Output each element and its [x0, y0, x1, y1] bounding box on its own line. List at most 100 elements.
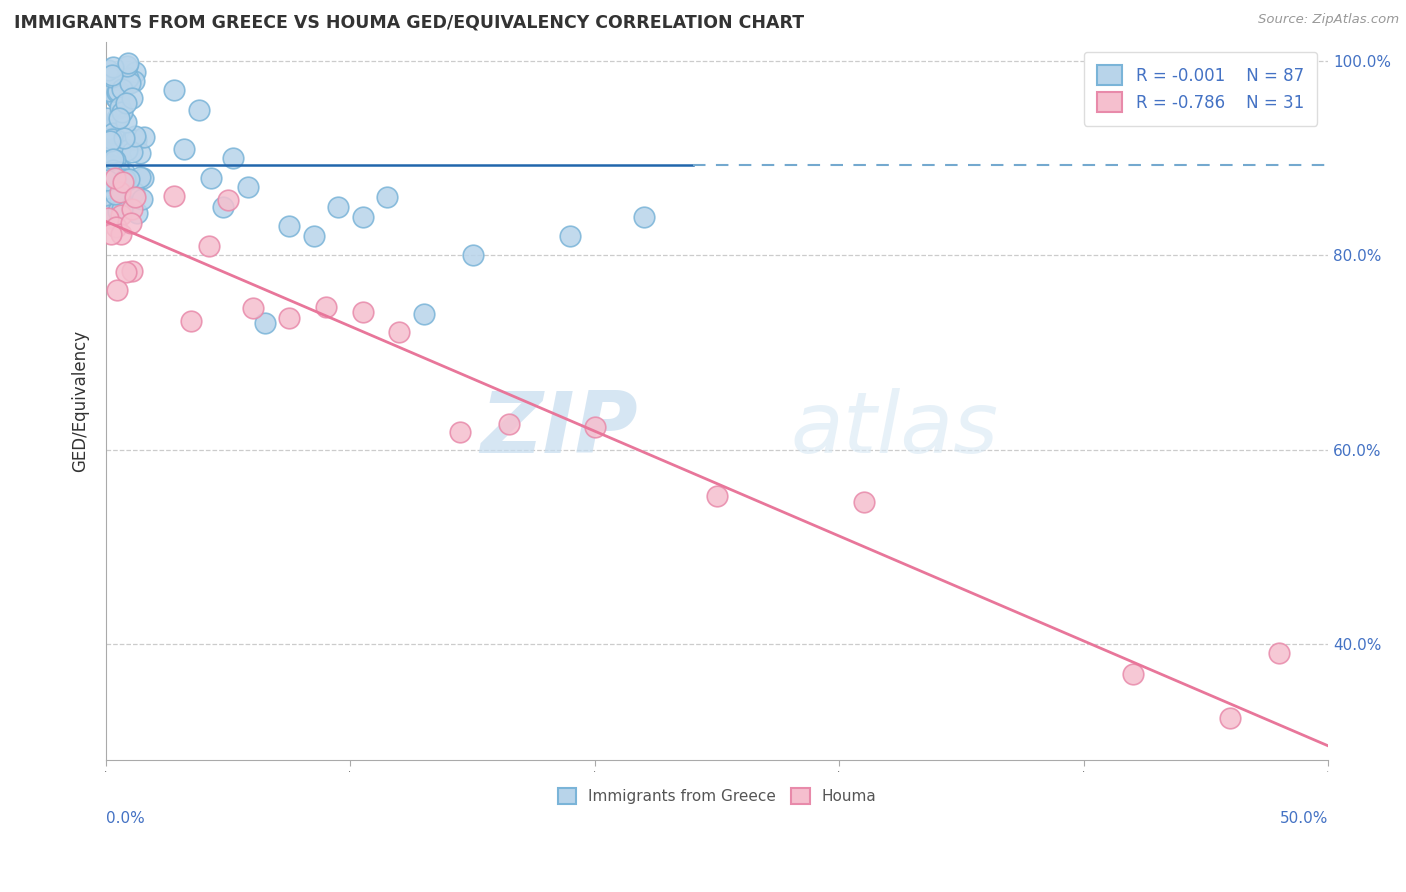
Point — [103, 126, 125, 140]
Point — [125, 205, 148, 219]
Point — [107, 89, 129, 103]
Point — [104, 91, 127, 105]
Text: 50.0%: 50.0% — [1279, 811, 1329, 826]
Point — [315, 301, 337, 315]
Point — [98, 175, 121, 189]
Point — [242, 301, 264, 316]
Point — [107, 160, 129, 174]
Point — [163, 189, 186, 203]
Point — [115, 265, 138, 279]
Point — [97, 122, 120, 136]
Point — [124, 128, 146, 143]
Point — [498, 417, 520, 432]
Point — [110, 193, 132, 207]
Point — [101, 69, 124, 83]
Point — [129, 170, 152, 185]
Point — [633, 210, 655, 224]
Point — [131, 193, 153, 207]
Point — [105, 283, 128, 297]
Text: atlas: atlas — [790, 388, 998, 471]
Point — [111, 82, 134, 96]
Point — [105, 219, 128, 234]
Point — [115, 59, 138, 73]
Point — [122, 74, 145, 88]
Point — [110, 191, 132, 205]
Point — [124, 65, 146, 79]
Point — [114, 96, 136, 111]
Point — [125, 133, 148, 147]
Legend: Immigrants from Greece, Houma: Immigrants from Greece, Houma — [551, 782, 883, 810]
Point — [187, 103, 209, 117]
Point — [104, 153, 127, 167]
Point — [128, 145, 150, 160]
Point — [96, 172, 118, 186]
Point — [112, 164, 135, 178]
Point — [101, 166, 124, 180]
Point — [104, 130, 127, 145]
Point — [111, 202, 134, 216]
Point — [121, 91, 143, 105]
Point — [278, 310, 301, 325]
Point — [1122, 667, 1144, 681]
Point — [100, 128, 122, 143]
Point — [121, 264, 143, 278]
Point — [108, 100, 131, 114]
Point — [326, 200, 349, 214]
Point — [108, 185, 131, 199]
Point — [101, 197, 124, 211]
Point — [110, 227, 132, 241]
Point — [1219, 711, 1241, 725]
Point — [352, 210, 374, 224]
Point — [105, 92, 128, 106]
Point — [97, 211, 120, 225]
Point — [100, 69, 122, 83]
Point — [98, 157, 121, 171]
Point — [100, 227, 122, 242]
Point — [97, 63, 120, 78]
Point — [412, 307, 434, 321]
Point — [111, 105, 134, 120]
Point — [104, 170, 127, 185]
Point — [388, 325, 411, 339]
Point — [1268, 646, 1291, 660]
Point — [98, 84, 121, 98]
Point — [180, 314, 202, 328]
Point — [212, 200, 235, 214]
Point — [104, 204, 127, 219]
Point — [118, 172, 141, 186]
Point — [98, 134, 121, 148]
Point — [124, 190, 146, 204]
Point — [117, 56, 139, 70]
Point — [200, 170, 222, 185]
Text: 0.0%: 0.0% — [105, 811, 145, 826]
Point — [583, 420, 606, 434]
Point — [114, 174, 136, 188]
Point — [105, 85, 128, 99]
Point — [100, 70, 122, 85]
Point — [101, 132, 124, 146]
Point — [163, 83, 186, 97]
Point — [101, 159, 124, 173]
Point — [96, 174, 118, 188]
Point — [122, 185, 145, 199]
Point — [375, 190, 398, 204]
Point — [96, 111, 118, 125]
Point — [100, 143, 122, 157]
Point — [111, 175, 134, 189]
Point — [222, 151, 245, 165]
Point — [121, 202, 143, 216]
Text: IMMIGRANTS FROM GREECE VS HOUMA GED/EQUIVALENCY CORRELATION CHART: IMMIGRANTS FROM GREECE VS HOUMA GED/EQUI… — [14, 13, 804, 31]
Point — [107, 84, 129, 98]
Y-axis label: GED/Equivalency: GED/Equivalency — [72, 330, 89, 472]
Point — [236, 180, 259, 194]
Point — [108, 165, 131, 179]
Point — [560, 229, 582, 244]
Point — [101, 60, 124, 74]
Point — [120, 216, 142, 230]
Point — [117, 70, 139, 85]
Point — [101, 153, 124, 167]
Point — [103, 162, 125, 177]
Point — [118, 76, 141, 90]
Point — [104, 161, 127, 175]
Point — [278, 219, 301, 234]
